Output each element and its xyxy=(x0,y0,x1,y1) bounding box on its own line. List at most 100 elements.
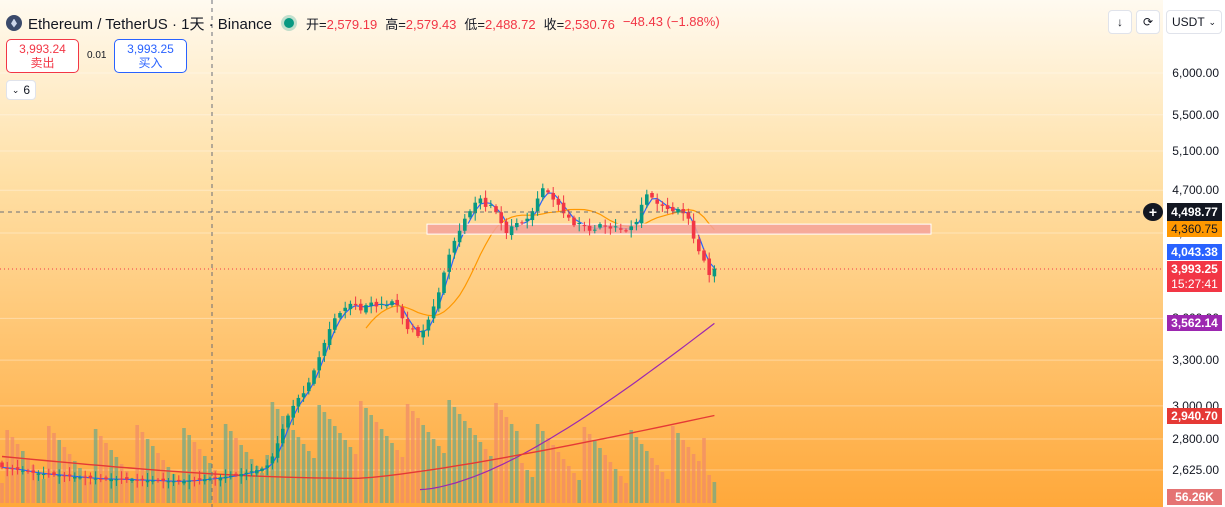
candle-body xyxy=(197,478,202,480)
candles xyxy=(0,183,717,490)
candle-body xyxy=(509,226,514,236)
volume-bar xyxy=(104,443,108,503)
candle-body xyxy=(671,206,675,212)
candle-body xyxy=(52,472,56,475)
indicators-toggle[interactable]: ⌄ 6 xyxy=(6,80,36,100)
chevron-down-icon: ⌄ xyxy=(11,84,20,95)
candle-body xyxy=(156,479,160,481)
volume-bar xyxy=(691,454,696,503)
candle-body xyxy=(265,465,269,468)
candle-body xyxy=(686,211,691,219)
volume-bar xyxy=(707,475,711,503)
candle-body xyxy=(499,212,503,224)
candle-body xyxy=(223,476,228,479)
volume-bar xyxy=(270,402,275,503)
low-value: 2,488.72 xyxy=(485,16,536,32)
volume-bar xyxy=(359,401,363,503)
candle-body xyxy=(93,478,98,480)
volume-bar xyxy=(93,429,98,503)
sell-button[interactable]: 3,993.24 卖出 xyxy=(6,39,79,73)
add-alert-icon[interactable]: + xyxy=(1143,203,1163,221)
candle-body xyxy=(411,328,415,330)
candle-body xyxy=(291,405,295,418)
volume-bar xyxy=(556,452,561,503)
volume-bar xyxy=(650,458,654,503)
candle-body xyxy=(317,357,321,371)
crosshair-price-tag: 4,498.77 xyxy=(1167,203,1222,221)
volume-bar xyxy=(390,443,394,503)
candle-body xyxy=(270,456,275,464)
candle-body xyxy=(473,202,477,214)
ma-red-tag: 2,940.70 xyxy=(1167,408,1222,424)
candle-body xyxy=(10,468,15,470)
volume-bar xyxy=(130,478,134,503)
candle-body xyxy=(655,199,659,204)
candle-body xyxy=(47,473,51,475)
ma-orange-line xyxy=(365,208,715,329)
volume-bar xyxy=(187,435,191,503)
volume-bar xyxy=(608,462,613,503)
candle-body xyxy=(483,197,488,207)
volume-bar xyxy=(426,432,431,503)
volume-bar xyxy=(577,480,581,503)
candle-body xyxy=(619,228,623,230)
refresh-icon: ⟳ xyxy=(1142,15,1154,29)
volume-bar xyxy=(660,472,665,503)
volume-bar xyxy=(665,479,670,503)
volume-bar xyxy=(26,458,30,503)
volume-bar xyxy=(442,453,446,503)
candle-body xyxy=(307,382,311,392)
currency-select[interactable]: USDT ⌄ xyxy=(1166,10,1222,34)
volume-bar xyxy=(603,455,607,503)
volume-bar xyxy=(73,461,77,503)
currency-value: USDT xyxy=(1172,15,1205,29)
candle-body xyxy=(203,479,207,482)
buy-label: 买入 xyxy=(138,56,163,70)
candle-body xyxy=(62,475,67,477)
volume-bar xyxy=(307,451,311,503)
volume-bar xyxy=(463,421,467,503)
download-button[interactable]: ↓ xyxy=(1108,10,1132,34)
candle-body xyxy=(343,307,347,311)
candle-body xyxy=(151,480,155,482)
volume-bar xyxy=(369,415,373,503)
volume-bar xyxy=(468,428,472,503)
volume-bar xyxy=(322,412,327,503)
buy-button[interactable]: 3,993.25 买入 xyxy=(114,39,187,73)
volume-bar xyxy=(504,417,509,503)
volume-bar xyxy=(541,431,545,503)
candle-body xyxy=(707,258,711,275)
refresh-button[interactable]: ⟳ xyxy=(1136,10,1160,34)
candle-body xyxy=(676,209,680,213)
change-value: −48.43 (−1.88%) xyxy=(622,13,720,29)
price-axis-label: 6,000.00 xyxy=(1172,66,1219,80)
symbol-title[interactable]: Ethereum / TetherUS · 1天 · Binance xyxy=(28,15,272,33)
volume-bar xyxy=(629,430,633,503)
candle-body xyxy=(546,190,550,193)
candle-body xyxy=(712,268,717,277)
candle-body xyxy=(582,225,587,227)
volume-bar xyxy=(265,455,269,503)
candle-body xyxy=(520,222,524,224)
chart-background xyxy=(0,0,1163,507)
candle-body xyxy=(119,478,124,480)
volume-bar xyxy=(572,473,576,503)
candle-body xyxy=(327,329,332,346)
candle-body xyxy=(36,473,41,475)
candle-body xyxy=(478,198,483,204)
candle-body xyxy=(390,301,394,306)
candle-body xyxy=(665,205,670,210)
volume-bar xyxy=(151,446,155,503)
candle-body xyxy=(359,303,363,311)
volume-bar xyxy=(83,475,87,503)
candle-body xyxy=(572,217,576,226)
spread-value: 0.01 xyxy=(87,50,107,61)
candle-body xyxy=(681,209,685,214)
volume-bar xyxy=(478,442,483,503)
candle-body xyxy=(67,474,72,477)
volume-bar xyxy=(145,439,150,503)
volume-bar xyxy=(0,483,4,503)
market-status-icon xyxy=(284,18,294,28)
